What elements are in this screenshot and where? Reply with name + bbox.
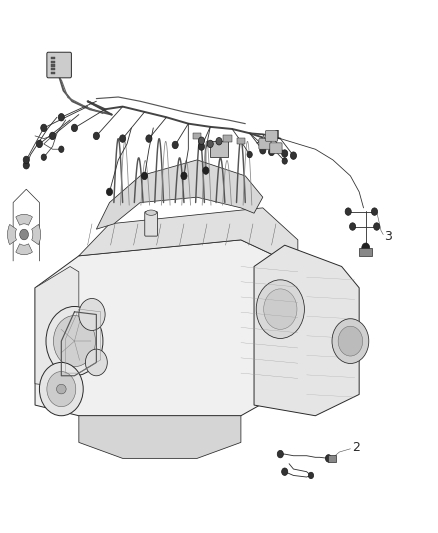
Circle shape	[345, 208, 351, 215]
Circle shape	[260, 147, 266, 154]
Circle shape	[277, 450, 283, 458]
Circle shape	[282, 468, 288, 475]
Circle shape	[41, 124, 47, 132]
Wedge shape	[32, 224, 41, 245]
Circle shape	[268, 148, 275, 156]
Text: 1: 1	[274, 130, 282, 142]
Circle shape	[181, 172, 187, 180]
Circle shape	[172, 141, 178, 149]
Circle shape	[59, 146, 64, 152]
Circle shape	[290, 152, 297, 159]
Bar	[51, 64, 55, 67]
Circle shape	[207, 140, 213, 148]
Circle shape	[198, 137, 205, 144]
Ellipse shape	[57, 384, 66, 394]
Wedge shape	[7, 224, 17, 245]
Circle shape	[71, 124, 78, 132]
Polygon shape	[96, 160, 263, 229]
Circle shape	[41, 154, 46, 160]
FancyBboxPatch shape	[265, 131, 278, 141]
Circle shape	[47, 372, 76, 407]
Bar	[193, 133, 201, 139]
Circle shape	[371, 208, 378, 215]
Bar	[51, 68, 55, 70]
Circle shape	[325, 455, 332, 462]
Circle shape	[53, 316, 95, 367]
Circle shape	[79, 298, 105, 330]
Circle shape	[93, 132, 99, 140]
Circle shape	[332, 319, 369, 364]
Circle shape	[247, 151, 252, 158]
Circle shape	[85, 349, 107, 376]
Circle shape	[282, 158, 287, 164]
Circle shape	[374, 223, 380, 230]
Circle shape	[146, 135, 152, 142]
Wedge shape	[16, 244, 32, 255]
Circle shape	[39, 362, 83, 416]
Circle shape	[350, 223, 356, 230]
Ellipse shape	[145, 210, 156, 215]
Circle shape	[36, 140, 42, 148]
Bar	[210, 141, 228, 157]
Circle shape	[58, 114, 64, 121]
FancyBboxPatch shape	[145, 212, 157, 236]
Circle shape	[49, 132, 56, 140]
Text: 2: 2	[352, 441, 360, 454]
Circle shape	[141, 172, 148, 180]
Polygon shape	[79, 416, 241, 458]
Circle shape	[46, 306, 103, 376]
Circle shape	[203, 167, 209, 174]
Polygon shape	[254, 245, 359, 416]
Circle shape	[264, 289, 297, 329]
Bar	[223, 135, 232, 142]
Circle shape	[23, 156, 29, 164]
Bar	[328, 455, 336, 462]
Circle shape	[23, 161, 29, 169]
Circle shape	[216, 138, 222, 145]
Bar	[51, 57, 55, 59]
FancyBboxPatch shape	[47, 52, 71, 78]
Bar	[359, 248, 372, 256]
Polygon shape	[79, 208, 298, 266]
Circle shape	[256, 280, 304, 338]
Polygon shape	[35, 240, 298, 416]
Circle shape	[106, 188, 113, 196]
Circle shape	[198, 143, 205, 150]
Wedge shape	[16, 214, 32, 225]
Circle shape	[282, 150, 288, 157]
Circle shape	[120, 135, 126, 142]
Polygon shape	[35, 266, 79, 389]
Circle shape	[362, 243, 370, 253]
Bar	[237, 138, 245, 144]
Bar	[51, 72, 55, 74]
Text: 3: 3	[385, 230, 392, 243]
Circle shape	[338, 326, 363, 356]
FancyBboxPatch shape	[270, 143, 282, 154]
Circle shape	[308, 472, 314, 479]
Circle shape	[20, 229, 28, 240]
Bar	[51, 61, 55, 63]
FancyBboxPatch shape	[259, 139, 271, 149]
